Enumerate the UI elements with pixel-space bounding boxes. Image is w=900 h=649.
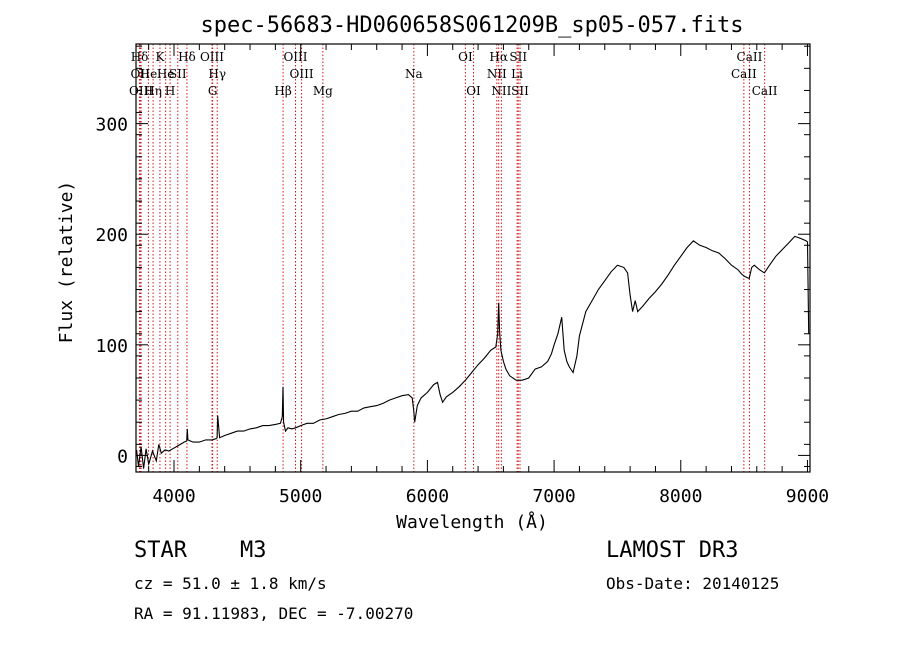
y-tick-label: 0 (117, 446, 128, 467)
observation-date: Obs-Date: 20140125 (606, 574, 780, 593)
x-tick-label: 6000 (406, 486, 449, 507)
x-tick-label: 4000 (152, 486, 195, 507)
x-tick-label: 8000 (659, 486, 702, 507)
spectral-line-label: CaII (752, 84, 778, 98)
survey-name: LAMOST DR3 (606, 538, 739, 563)
spectral-line-label: Na (405, 67, 423, 81)
spectral-line-label: NII (487, 67, 507, 81)
y-axis-label: Flux (relative) (56, 181, 77, 344)
y-tick-label: 200 (95, 225, 128, 246)
spectral-line-label: Hγ (208, 67, 226, 81)
spectrum-series-line (136, 235, 810, 469)
spectral-line-label: OI (466, 84, 481, 98)
spectral-line-label: CaII (731, 67, 757, 81)
spectral-line-label: Hδ (178, 50, 196, 64)
spectral-line-label: NII (491, 84, 511, 98)
x-tick-label: 9000 (786, 486, 829, 507)
spectral-line-label: SII (511, 84, 529, 98)
coordinates: RA = 91.11983, DEC = -7.00270 (134, 604, 414, 623)
x-axis-label: Wavelength (Å) (396, 511, 548, 533)
spectral-line-label: CaII (737, 50, 763, 64)
spectral-line-label: He (140, 67, 158, 81)
spectral-line-label: SII (509, 50, 527, 64)
plot-frame (135, 43, 811, 473)
redshift-value: cz = 51.0 ± 1.8 km/s (134, 574, 327, 593)
object-subclass: M3 (240, 538, 267, 563)
x-tick-label: 7000 (532, 486, 575, 507)
spectral-line-label: Mg (313, 84, 333, 98)
chart-title: spec-56683-HD060658S061209B_sp05-057.fit… (200, 13, 743, 38)
spectral-line-label: OI (458, 50, 473, 64)
object-class: STAR (134, 538, 187, 563)
spectral-line-label: K (155, 50, 165, 64)
y-tick-label: 100 (95, 336, 128, 357)
y-tick-label: 300 (95, 115, 128, 136)
spectral-line-label: Hα (489, 50, 508, 64)
spectral-line-label: H (165, 84, 175, 98)
spectral-line-label: G (208, 84, 218, 98)
spectral-line-label: Hβ (274, 84, 291, 98)
spectral-line-label: He (157, 67, 175, 81)
spectral-line-label: Li (511, 67, 523, 81)
spectral-line-label: OIII (290, 67, 314, 81)
axis-ticks: 4000 5000 6000 7000 8000 9000 0 100 200 300 (95, 44, 829, 507)
spectral-line-label: OIII (200, 50, 224, 64)
spectral-line-label: Hη (144, 84, 162, 98)
spectral-line-label: OIII (283, 50, 307, 64)
spectral-lines (139, 44, 766, 472)
spectral-line-label: OIII (129, 84, 153, 98)
spectral-line-label: Hδ (131, 50, 149, 64)
spectral-line-label: SII (169, 67, 187, 81)
x-tick-label: 5000 (279, 486, 322, 507)
